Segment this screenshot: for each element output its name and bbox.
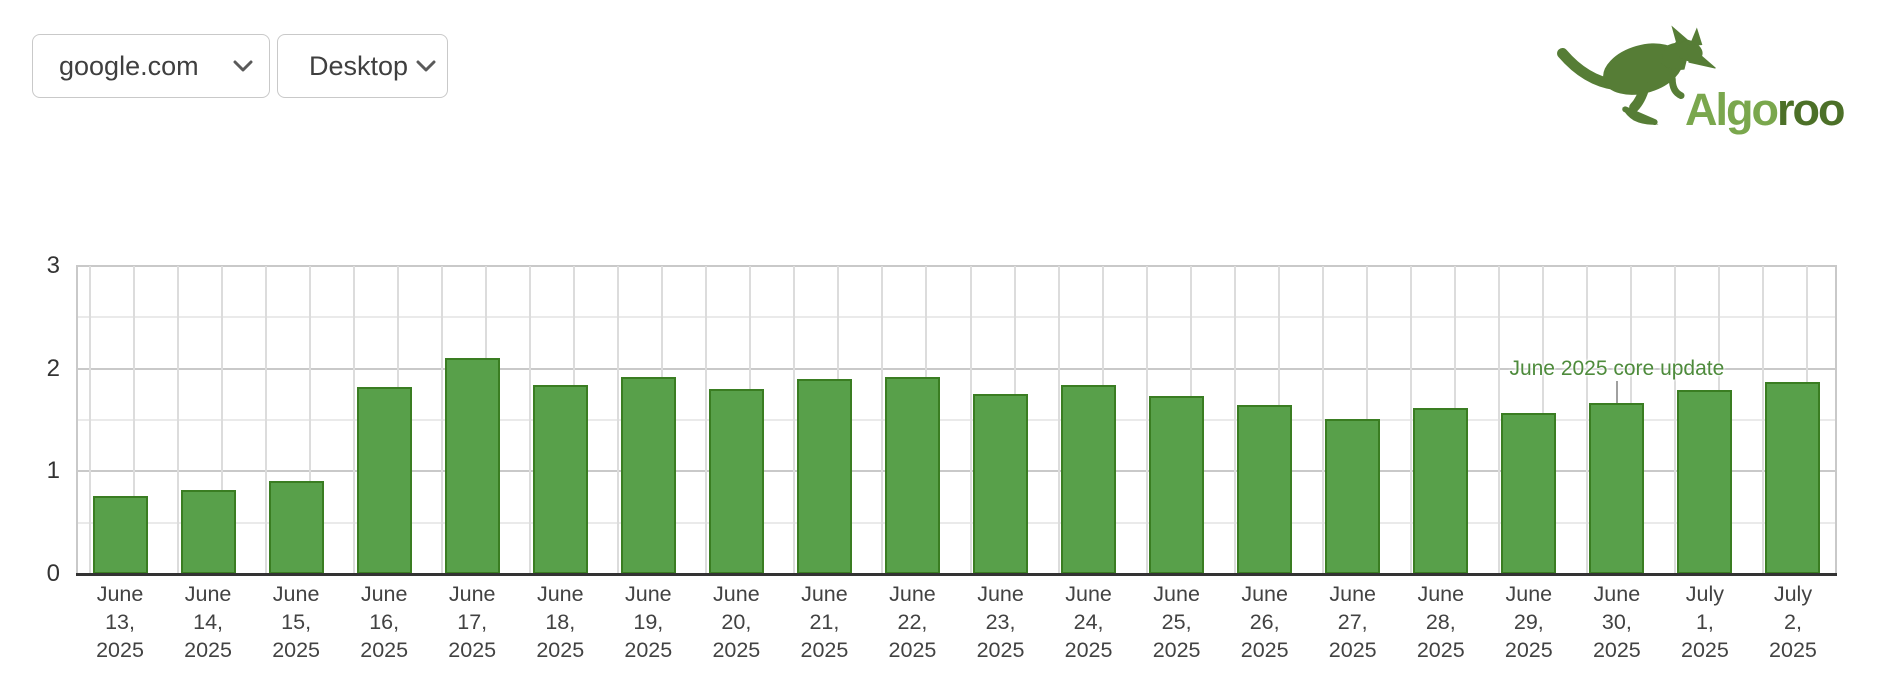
gridline-vertical	[309, 266, 312, 574]
gridline-vertical	[969, 266, 972, 574]
gridline-vertical	[793, 266, 796, 574]
x-axis-line	[76, 573, 1837, 576]
bar[interactable]	[708, 389, 764, 574]
y-axis-label: 2	[46, 354, 60, 382]
bar[interactable]	[1501, 412, 1557, 574]
plot-border	[1835, 266, 1837, 574]
x-axis-label: June 28, 2025	[1416, 582, 1465, 662]
gridline-vertical	[221, 266, 224, 574]
gridline-vertical	[89, 266, 91, 574]
gridline-major	[76, 265, 1837, 267]
bar[interactable]	[532, 385, 588, 574]
annotation-stem	[1615, 380, 1618, 403]
gridline-vertical	[265, 266, 268, 574]
bar[interactable]	[1765, 382, 1821, 574]
gridline-vertical	[1321, 266, 1324, 574]
logo-wordmark: Algoroo	[1685, 84, 1845, 135]
bar[interactable]	[973, 394, 1029, 574]
x-axis-label: June 20, 2025	[712, 582, 761, 662]
bar[interactable]	[356, 387, 412, 574]
algoroo-logo[interactable]: Algoroo	[1552, 22, 1882, 134]
x-axis-label: June 27, 2025	[1328, 582, 1377, 662]
kangaroo-icon	[1557, 25, 1716, 126]
gridline-vertical	[617, 266, 620, 574]
gridline-vertical	[133, 266, 136, 574]
bar[interactable]	[1237, 404, 1293, 574]
annotation-label: June 2025 core update	[1509, 356, 1725, 380]
x-axis-label: June 19, 2025	[624, 582, 673, 662]
gridline-vertical	[705, 266, 708, 574]
bar[interactable]	[180, 489, 236, 574]
chevron-down-icon	[416, 60, 436, 72]
x-axis-label: June 18, 2025	[536, 582, 585, 662]
gridline-vertical	[529, 266, 532, 574]
chevron-down-icon	[233, 60, 253, 72]
plot-border	[76, 266, 78, 574]
x-axis-label: June 13, 2025	[96, 582, 144, 662]
y-axis-label: 3	[46, 252, 60, 279]
bar[interactable]	[444, 358, 500, 574]
gridline-minor	[76, 419, 1837, 421]
x-axis-label: June 14, 2025	[184, 582, 232, 662]
bar[interactable]	[1149, 396, 1205, 574]
gridline-vertical	[177, 266, 180, 574]
y-axis-label: 0	[46, 560, 60, 587]
bar[interactable]	[884, 376, 940, 574]
gridline-vertical	[1057, 266, 1060, 574]
gridline-vertical	[1497, 266, 1500, 574]
bar[interactable]	[268, 480, 324, 574]
x-axis-label: July 2, 2025	[1769, 582, 1817, 662]
x-axis-label: June 24, 2025	[1064, 582, 1113, 662]
gridline-minor	[76, 316, 1837, 319]
bar[interactable]	[1325, 418, 1381, 574]
gridline-vertical	[1585, 266, 1588, 574]
gridline-minor	[76, 521, 1837, 524]
x-axis-label: June 29, 2025	[1504, 582, 1553, 662]
x-axis-label: June 23, 2025	[976, 582, 1025, 662]
gridline-vertical	[1761, 266, 1764, 574]
x-axis-label: June 15, 2025	[272, 582, 321, 662]
gridline-major	[76, 367, 1837, 370]
bar[interactable]	[620, 376, 676, 574]
gridline-major	[76, 470, 1837, 473]
gridline-vertical	[1673, 266, 1676, 574]
bar[interactable]	[1061, 385, 1117, 574]
gridline-vertical	[881, 266, 884, 574]
x-axis-label: July 1, 2025	[1680, 582, 1729, 662]
bar[interactable]	[1589, 402, 1645, 574]
site-select[interactable]: google.com	[32, 34, 270, 98]
bar[interactable]	[796, 378, 852, 574]
gridline-vertical	[353, 266, 356, 574]
x-axis-label: June 22, 2025	[888, 582, 937, 662]
logo-text-roo: roo	[1776, 84, 1845, 135]
gridline-vertical	[1233, 266, 1236, 574]
bar[interactable]	[92, 495, 148, 574]
x-axis: June 13, 2025 June 14, 2025 June 15, 2025 June 16,…	[76, 580, 1837, 675]
gridline-vertical	[1145, 266, 1148, 574]
site-select-value: google.com	[59, 50, 199, 81]
device-select-value: Desktop	[309, 50, 409, 81]
gridline-vertical	[1409, 266, 1412, 574]
plot-area: June 2025 core update	[76, 265, 1837, 576]
bar[interactable]	[1413, 407, 1469, 574]
x-axis-label: June 25, 2025	[1152, 582, 1201, 662]
bar[interactable]	[1677, 390, 1733, 574]
x-axis-label: June 21, 2025	[800, 582, 849, 662]
x-axis-label: June 16, 2025	[360, 582, 409, 662]
x-axis-label: June 26, 2025	[1240, 582, 1289, 662]
y-axis-label: 1	[46, 457, 60, 485]
gridline-vertical	[441, 266, 444, 574]
logo-text-algo: Algo	[1685, 84, 1779, 135]
x-axis-label: June 30, 2025	[1592, 582, 1641, 662]
x-axis-label: June 17, 2025	[448, 582, 497, 662]
device-select[interactable]: Desktop	[277, 34, 448, 98]
